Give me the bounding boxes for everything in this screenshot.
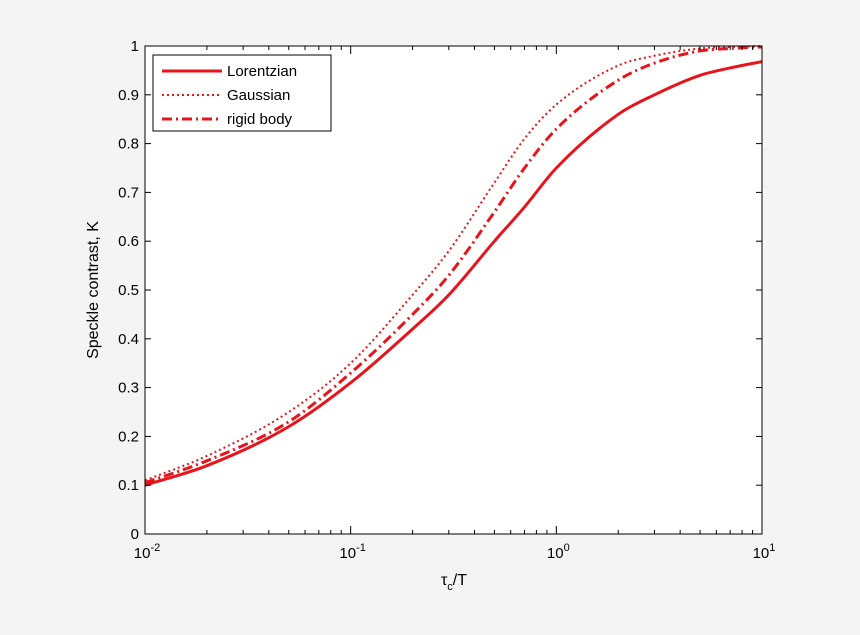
x-tick-label-3: 101 — [753, 542, 776, 562]
y-tick-label-6: 0.6 — [118, 233, 139, 250]
x-tick-label-1: 10-1 — [339, 542, 365, 562]
legend-label-lorentzian: Lorentzian — [227, 63, 297, 80]
x-tick-label-base: 10 — [134, 545, 151, 562]
y-tick-label-10: 1 — [131, 38, 139, 55]
ticks-layer — [144, 45, 763, 535]
series-layer — [144, 45, 763, 487]
x-tick-label-exponent: -2 — [150, 542, 160, 554]
y-tick-label-8: 0.8 — [118, 136, 139, 153]
x-tick-label-exponent: -1 — [356, 542, 366, 554]
x-tick-label-base: 10 — [753, 545, 770, 562]
legend: Lorentzian Gaussian rigid body — [152, 54, 332, 132]
y-tick-label-1: 0.1 — [118, 477, 139, 494]
x-tick-label-base: 10 — [339, 545, 356, 562]
y-tick-label-4: 0.4 — [118, 331, 139, 348]
y-axis-title: Speckle contrast, K — [85, 221, 102, 359]
x-tick-label-2: 100 — [547, 542, 570, 562]
series-line-lorentzian — [144, 60, 763, 487]
x-tick-label-0: 10-2 — [134, 542, 160, 562]
y-tick-label-0: 0 — [131, 526, 139, 543]
y-tick-label-5: 0.5 — [118, 282, 139, 299]
legend-label-gaussian: Gaussian — [227, 87, 290, 104]
legend-label-rigid-body: rigid body — [227, 111, 293, 128]
y-tick-label-7: 0.7 — [118, 184, 139, 201]
y-tick-label-3: 0.3 — [118, 380, 139, 397]
y-tick-label-9: 0.9 — [118, 87, 139, 104]
x-axis-title: τc/T — [441, 572, 467, 593]
x-tick-label-exponent: 1 — [769, 542, 775, 554]
y-tick-label-2: 0.2 — [118, 428, 139, 445]
x-tick-label-base: 10 — [547, 545, 564, 562]
x-tick-label-exponent: 0 — [564, 542, 570, 554]
